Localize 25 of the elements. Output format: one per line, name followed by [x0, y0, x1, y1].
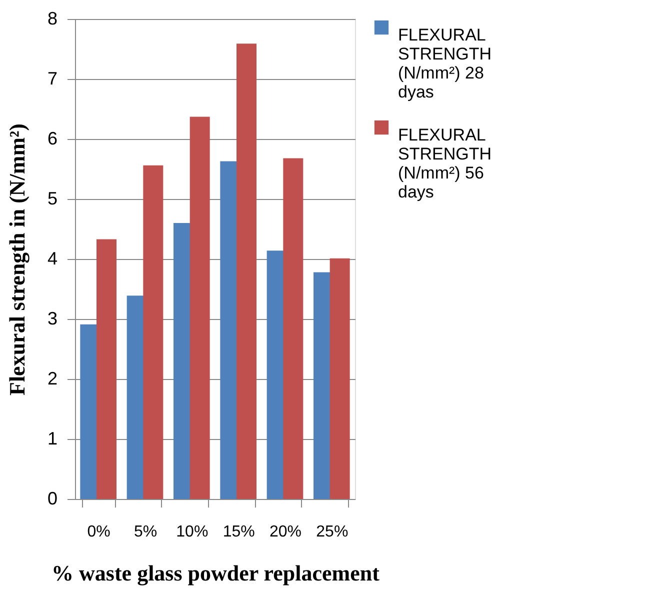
y-tick-label: 8 — [47, 8, 58, 28]
bar — [236, 44, 256, 499]
y-tick-label: 5 — [47, 188, 58, 208]
x-axis-title: % waste glass powder replacement — [52, 560, 380, 586]
legend-label: FLEXURAL STRENGTH (N/mm²) 28 dyas — [398, 26, 492, 102]
y-tick-label: 0 — [47, 488, 58, 508]
bar — [283, 158, 304, 499]
y-tick-label: 1 — [47, 428, 58, 448]
y-tick-label: 7 — [47, 68, 58, 88]
bar — [330, 258, 350, 499]
y-tick-label: 2 — [47, 368, 58, 388]
x-tick-label: 20% — [269, 524, 302, 540]
y-tick-label: 3 — [47, 308, 58, 328]
y-axis-title: Flexural strength in (N/mm²) — [4, 124, 30, 396]
y-tick-label: 4 — [47, 248, 58, 268]
x-tick-label: 25% — [316, 524, 348, 540]
bar — [143, 165, 164, 499]
y-tick-label: 6 — [47, 128, 58, 148]
x-tick-label: 15% — [222, 524, 255, 540]
x-tick-label: 0% — [87, 524, 110, 540]
bar — [190, 116, 210, 499]
x-tick-label: 10% — [176, 524, 208, 540]
bar — [96, 239, 116, 499]
legend-label: FLEXURAL STRENGTH (N/mm²) 56 days — [398, 126, 492, 202]
x-tick-label: 5% — [134, 524, 158, 540]
